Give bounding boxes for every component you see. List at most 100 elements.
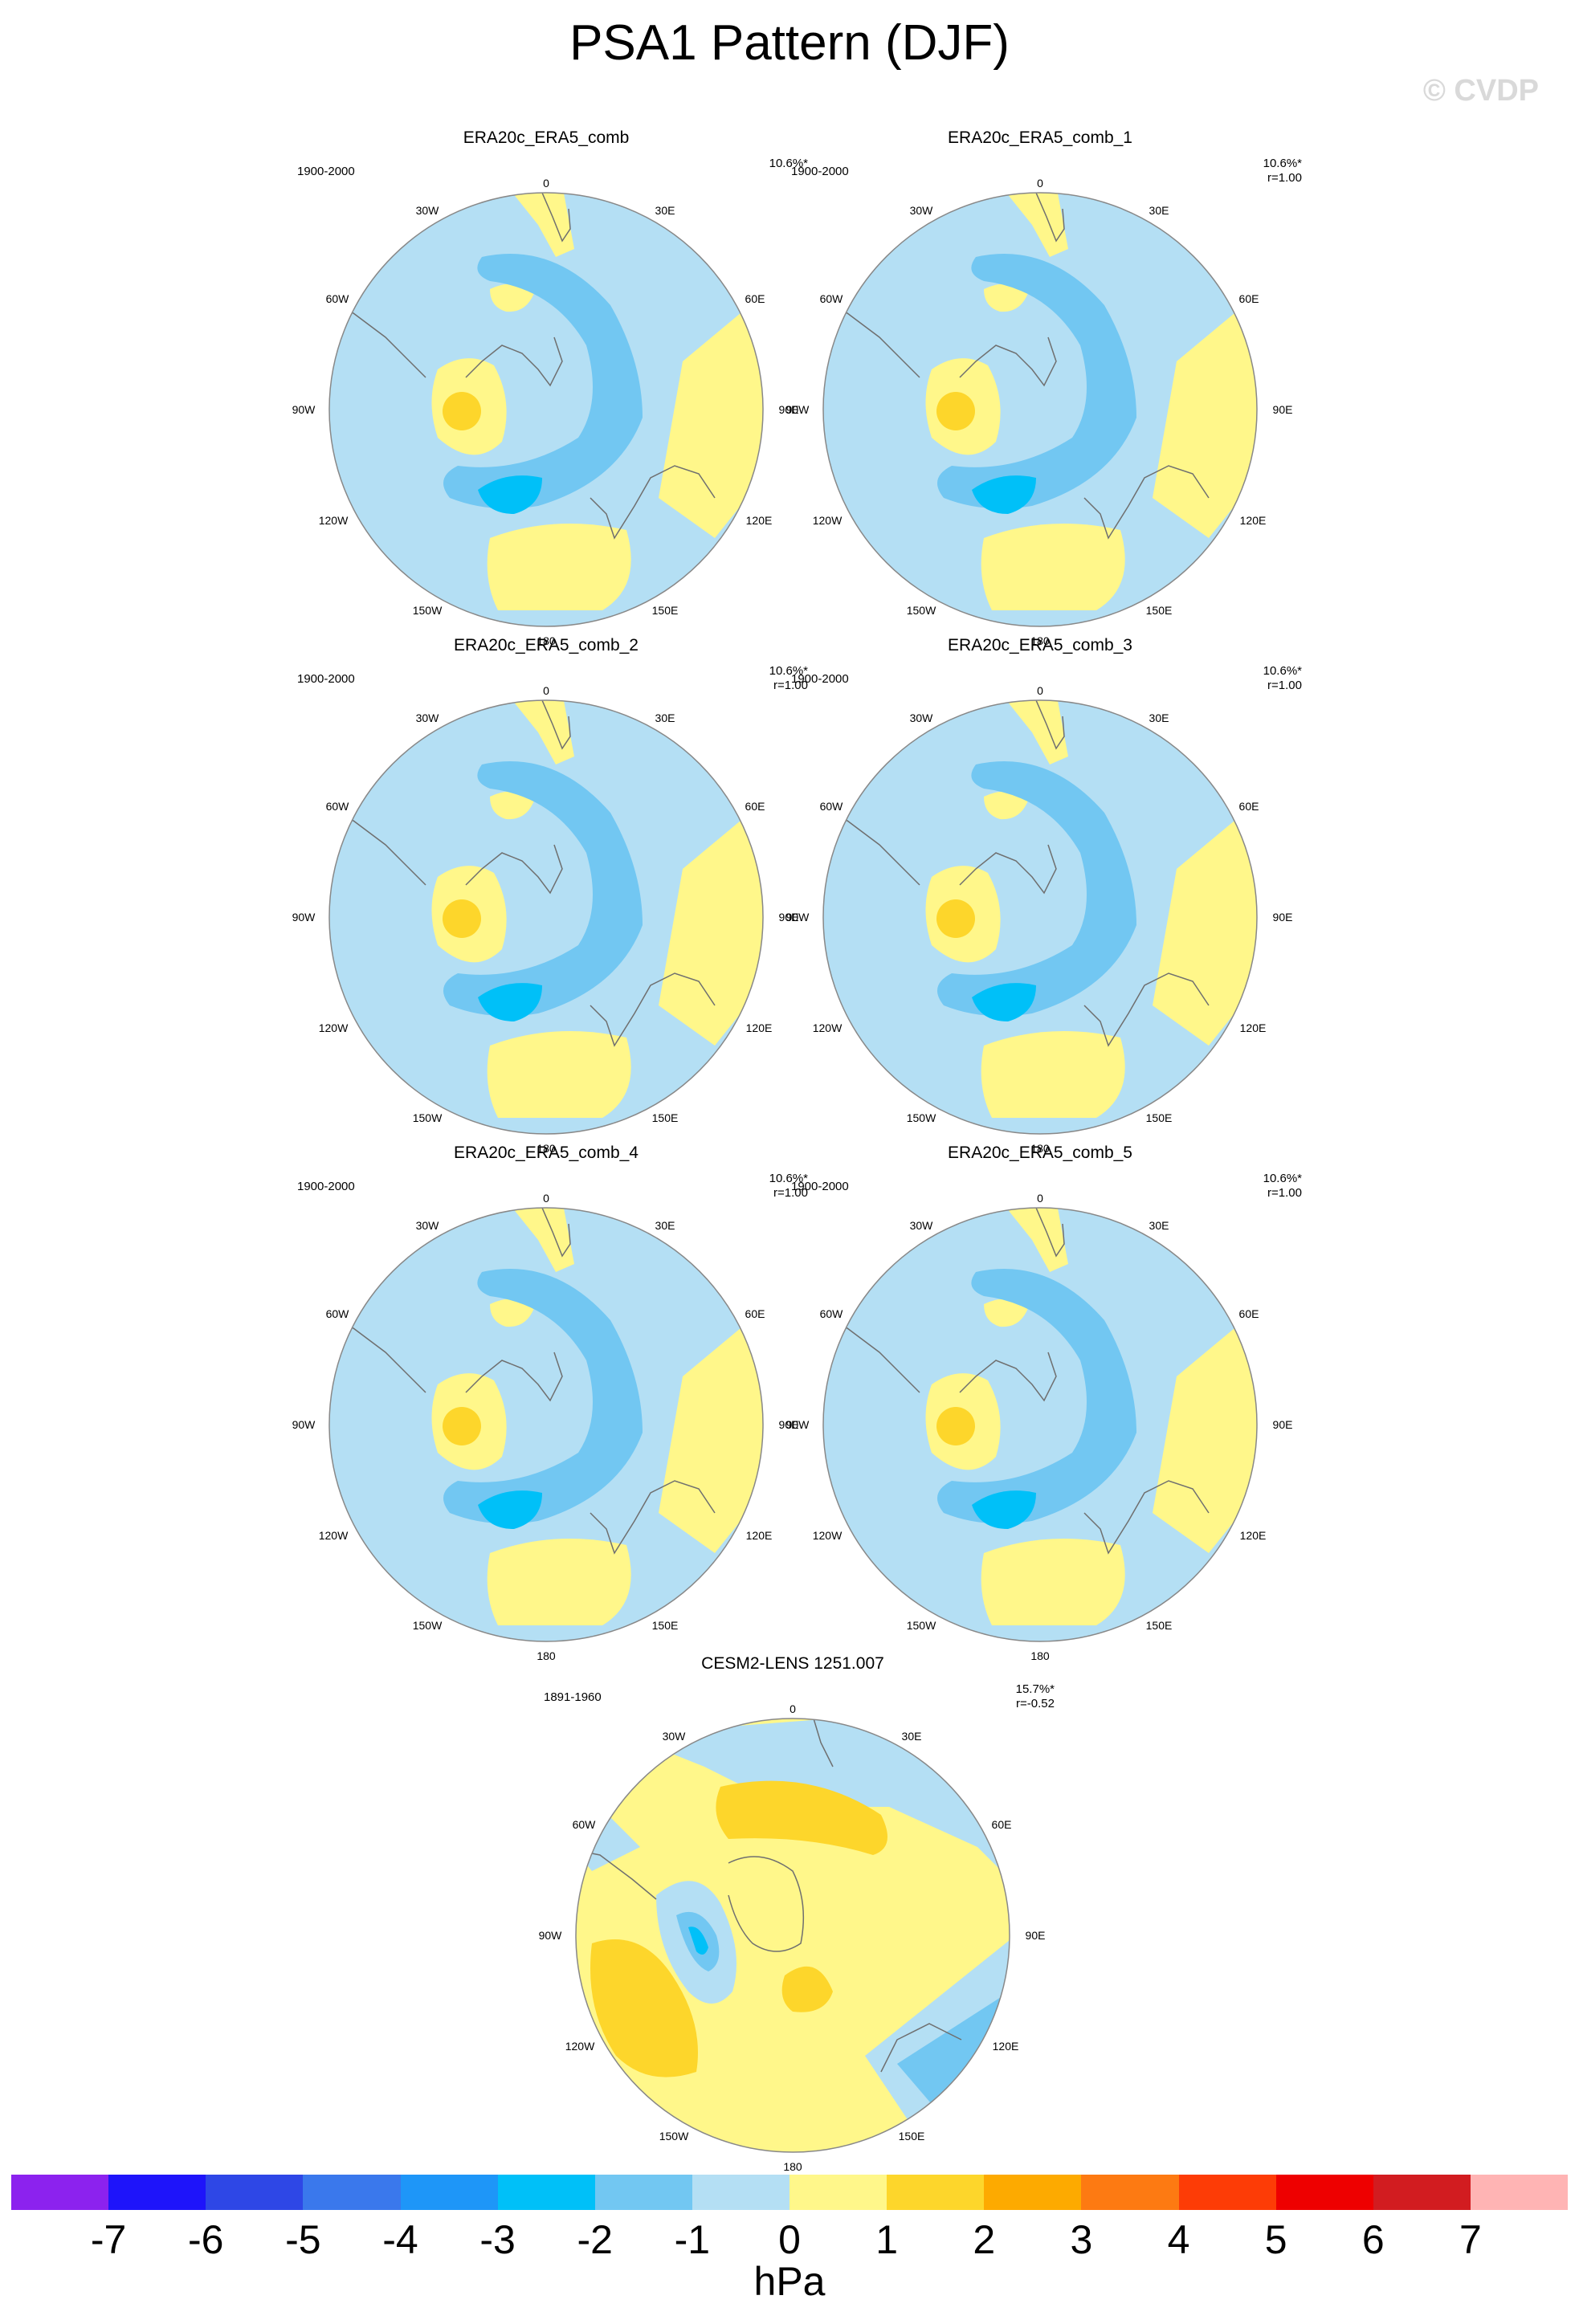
variance-percent: 10.6%* bbox=[1263, 664, 1302, 678]
colorbar-tick-label: -2 bbox=[577, 2217, 613, 2262]
longitude-label: 180 bbox=[1030, 634, 1050, 647]
longitude-label: 90W bbox=[538, 1929, 562, 1942]
panel-period: 1900-2000 bbox=[791, 165, 849, 178]
longitude-label: 30W bbox=[909, 1219, 933, 1232]
longitude-label: 60W bbox=[325, 292, 349, 305]
colorbar-swatch bbox=[984, 2175, 1082, 2210]
pattern-correlation: r=1.00 bbox=[1267, 1186, 1302, 1200]
variance-percent: 10.6%* bbox=[1263, 157, 1302, 170]
longitude-label: 120W bbox=[565, 2040, 595, 2053]
colorbar-tick-label: -7 bbox=[90, 2217, 127, 2262]
colorbar bbox=[11, 2175, 1568, 2210]
polar-map bbox=[328, 192, 764, 627]
variance-percent: 10.6%* bbox=[1263, 1172, 1302, 1185]
longitude-label: 90W bbox=[785, 403, 810, 416]
colorbar-tick-label: 0 bbox=[778, 2217, 801, 2262]
longitude-label: 90E bbox=[1272, 1418, 1293, 1431]
longitude-label: 180 bbox=[1030, 1142, 1050, 1155]
longitude-label: 120W bbox=[318, 1529, 349, 1542]
polar-map bbox=[328, 699, 764, 1135]
panel-stats: 10.6%* bbox=[769, 157, 808, 171]
colorbar-swatch bbox=[790, 2175, 887, 2210]
longitude-label: 150E bbox=[651, 604, 679, 617]
panel-title: ERA20c_ERA5_comb_5 bbox=[948, 1144, 1132, 1162]
longitude-label: 90W bbox=[292, 403, 316, 416]
longitude-label: 0 bbox=[543, 684, 549, 697]
colorbar-tick-label: 4 bbox=[1167, 2217, 1190, 2262]
longitude-label: 30E bbox=[901, 1730, 922, 1743]
longitude-label: 150W bbox=[906, 1619, 936, 1632]
pattern-correlation: r=-0.52 bbox=[1016, 1697, 1055, 1710]
pattern-correlation: r=1.00 bbox=[1267, 679, 1302, 692]
longitude-label: 90W bbox=[785, 911, 810, 923]
longitude-label: 120E bbox=[1239, 1021, 1267, 1034]
variance-percent: 10.6%* bbox=[769, 664, 808, 678]
panel-period: 1900-2000 bbox=[791, 1180, 849, 1193]
colorbar-units: hPa bbox=[753, 2259, 826, 2304]
longitude-label: 0 bbox=[1037, 1192, 1043, 1205]
map-panel: CESM2-LENS 1251.007 1891-1960 15.7%* r=-0.5… bbox=[539, 1654, 1055, 2184]
colorbar-swatch bbox=[206, 2175, 304, 2210]
colorbar-swatch bbox=[594, 2175, 692, 2210]
figure-title: PSA1 Pattern (DJF) bbox=[569, 15, 1010, 71]
longitude-label: 60W bbox=[819, 1307, 843, 1320]
longitude-label: 30W bbox=[662, 1730, 686, 1743]
map-panel: ERA20c_ERA5_comb 1900-2000 10.6%* 0 30E 60E 90… bbox=[292, 128, 808, 658]
longitude-label: 30E bbox=[655, 204, 675, 217]
longitude-label: 0 bbox=[1037, 177, 1043, 190]
longitude-label: 60E bbox=[991, 1818, 1012, 1831]
longitude-label: 150E bbox=[651, 1619, 679, 1632]
longitude-label: 60W bbox=[819, 800, 843, 813]
longitude-label: 120E bbox=[992, 2040, 1019, 2053]
longitude-label: 150W bbox=[659, 2130, 689, 2143]
longitude-label: 0 bbox=[543, 177, 549, 190]
panel-stats: 10.6%* r=1.00 bbox=[769, 1172, 808, 1201]
longitude-label: 30W bbox=[415, 1219, 439, 1232]
longitude-label: 90E bbox=[1272, 403, 1293, 416]
longitude-label: 60W bbox=[572, 1818, 596, 1831]
panel-period: 1900-2000 bbox=[297, 672, 355, 686]
longitude-label: 30W bbox=[909, 711, 933, 724]
panel-stats: 10.6%* r=1.00 bbox=[1263, 664, 1302, 693]
longitude-label: 90E bbox=[1025, 1929, 1046, 1942]
colorbar-swatch bbox=[108, 2175, 206, 2210]
colorbar-swatch bbox=[1081, 2175, 1179, 2210]
colorbar-tick-label: -4 bbox=[382, 2217, 418, 2262]
polar-map bbox=[822, 699, 1258, 1135]
longitude-label: 30E bbox=[655, 1219, 675, 1232]
longitude-label: 150E bbox=[1145, 1619, 1173, 1632]
colorbar-swatch bbox=[1275, 2175, 1373, 2210]
pattern-correlation: r=1.00 bbox=[1267, 171, 1302, 185]
panel-title: ERA20c_ERA5_comb_3 bbox=[948, 636, 1132, 654]
longitude-label: 90E bbox=[1272, 911, 1293, 923]
longitude-label: 60E bbox=[1238, 292, 1259, 305]
pattern-correlation: r=1.00 bbox=[773, 679, 808, 692]
longitude-label: 30W bbox=[415, 711, 439, 724]
longitude-label: 150W bbox=[906, 1111, 936, 1124]
longitude-label: 150E bbox=[1145, 604, 1173, 617]
longitude-label: 120E bbox=[745, 1529, 773, 1542]
colorbar-tick-label: -1 bbox=[674, 2217, 711, 2262]
panel-title: CESM2-LENS 1251.007 bbox=[701, 1654, 884, 1673]
longitude-label: 120E bbox=[1239, 514, 1267, 527]
colorbar-swatch bbox=[11, 2175, 109, 2210]
longitude-label: 150E bbox=[1145, 1111, 1173, 1124]
pattern-correlation: r=1.00 bbox=[773, 1186, 808, 1200]
colorbar-swatch bbox=[303, 2175, 401, 2210]
colorbar-tick-label: -6 bbox=[188, 2217, 224, 2262]
colorbar-tick-label: 2 bbox=[973, 2217, 996, 2262]
colorbar-swatch bbox=[1470, 2175, 1568, 2210]
panel-period: 1900-2000 bbox=[297, 1180, 355, 1193]
longitude-label: 120W bbox=[812, 1529, 843, 1542]
longitude-label: 60E bbox=[1238, 1307, 1259, 1320]
longitude-label: 30E bbox=[1149, 1219, 1169, 1232]
panel-title: ERA20c_ERA5_comb_1 bbox=[948, 128, 1132, 147]
longitude-label: 90W bbox=[292, 1418, 316, 1431]
longitude-label: 120W bbox=[812, 1021, 843, 1034]
panel-period: 1900-2000 bbox=[297, 165, 355, 178]
longitude-label: 60E bbox=[745, 1307, 765, 1320]
panel-stats: 10.6%* r=1.00 bbox=[1263, 1172, 1302, 1201]
longitude-label: 150W bbox=[412, 1111, 443, 1124]
longitude-label: 180 bbox=[537, 1142, 556, 1155]
longitude-label: 90E bbox=[778, 1418, 799, 1431]
